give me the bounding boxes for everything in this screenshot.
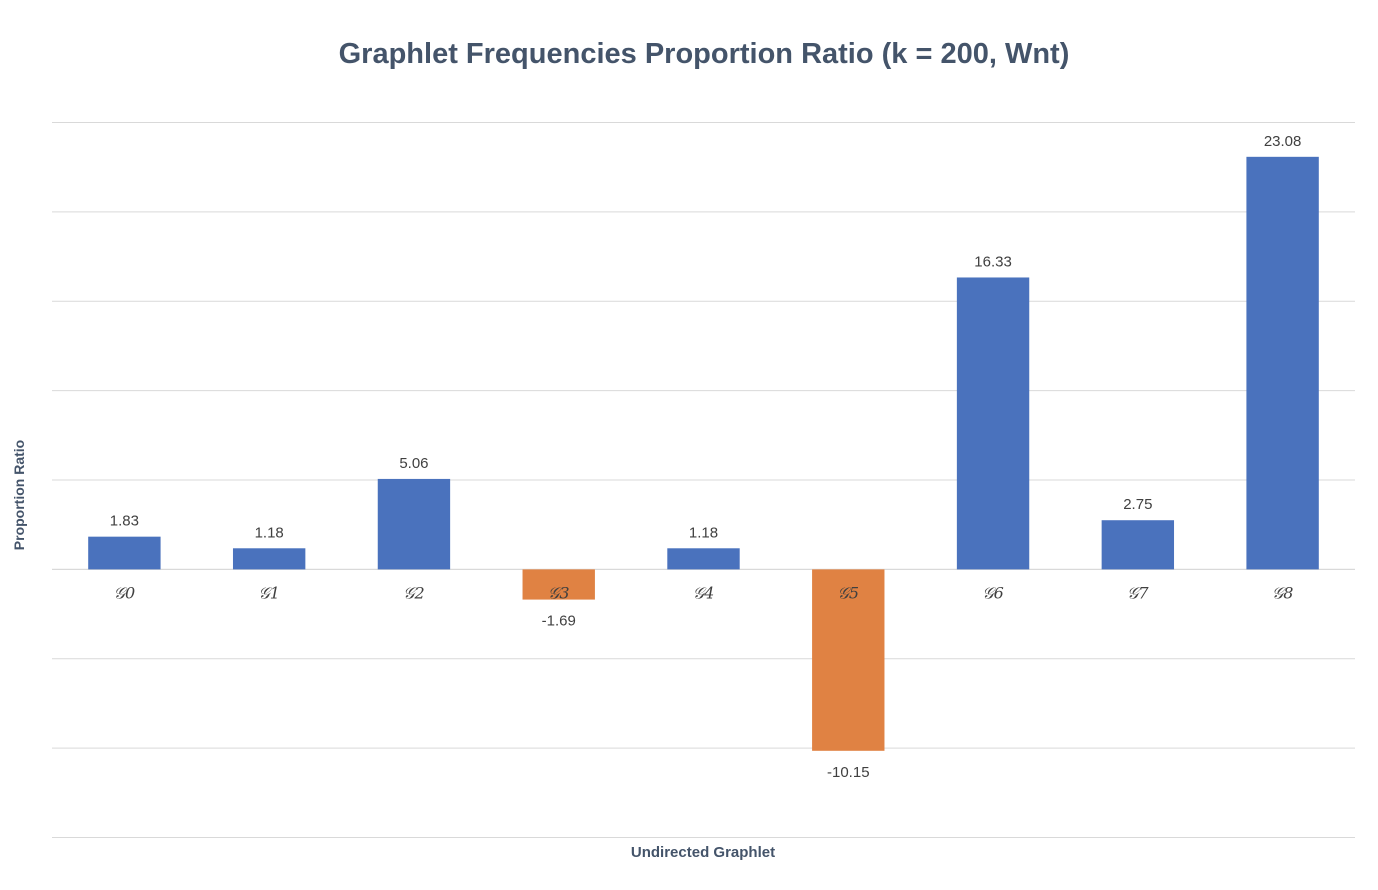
bar-2 [377,478,451,570]
x-tick-label-0: 𝒢0 [114,583,136,602]
category-tick-labels: 𝒢0 𝒢1 𝒢2 𝒢3 𝒢4 𝒢5 𝒢6 𝒢7 𝒢8 [114,583,1294,602]
bar-6 [956,277,1030,570]
x-axis-title: Undirected Graphlet [630,844,776,861]
bar-series [88,156,1319,751]
x-tick-label-7: 𝒢7 [1127,583,1149,602]
bar-5 [812,569,885,751]
x-tick-label-8: 𝒢8 [1272,583,1294,602]
data-label-3: -1.69 [542,613,576,630]
data-label-2: 5.06 [399,455,428,472]
x-tick-label-2: 𝒢2 [403,583,425,602]
data-label-4: 1.18 [689,524,718,541]
data-labels: 1.83 1.18 5.06 -1.69 1.18 -10.15 16.33 2.75 23.0… [110,133,1302,781]
bar-4 [667,548,740,570]
bar-0 [88,536,161,570]
x-tick-label-6: 𝒢6 [982,583,1004,602]
data-label-0: 1.83 [110,513,139,530]
data-label-6: 16.33 [974,253,1012,270]
x-tick-label-4: 𝒢4 [693,583,715,602]
bar-3 [522,569,595,600]
bar-8 [1246,156,1319,570]
bar-7 [1101,520,1175,570]
data-label-8: 23.08 [1264,133,1302,150]
bar-1 [232,548,306,570]
data-label-5: -10.15 [827,764,870,781]
x-tick-label-1: 𝒢1 [258,583,280,602]
data-label-7: 2.75 [1123,496,1152,513]
x-tick-label-5: 𝒢5 [837,583,859,602]
chart-title: Graphlet Frequencies Proportion Ratio (k… [338,38,1070,70]
x-tick-label-3: 𝒢3 [548,583,570,602]
gridlines [52,122,1355,838]
data-label-1: 1.18 [255,524,284,541]
